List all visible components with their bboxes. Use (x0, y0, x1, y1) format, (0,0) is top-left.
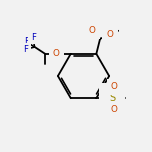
Text: F: F (23, 45, 28, 54)
Text: O: O (88, 26, 95, 35)
Text: S: S (109, 93, 115, 103)
Text: F: F (24, 37, 29, 46)
Text: F: F (31, 33, 36, 42)
Text: O: O (110, 105, 117, 114)
Text: O: O (53, 49, 60, 58)
Text: O: O (110, 82, 117, 91)
Text: O: O (106, 31, 113, 40)
